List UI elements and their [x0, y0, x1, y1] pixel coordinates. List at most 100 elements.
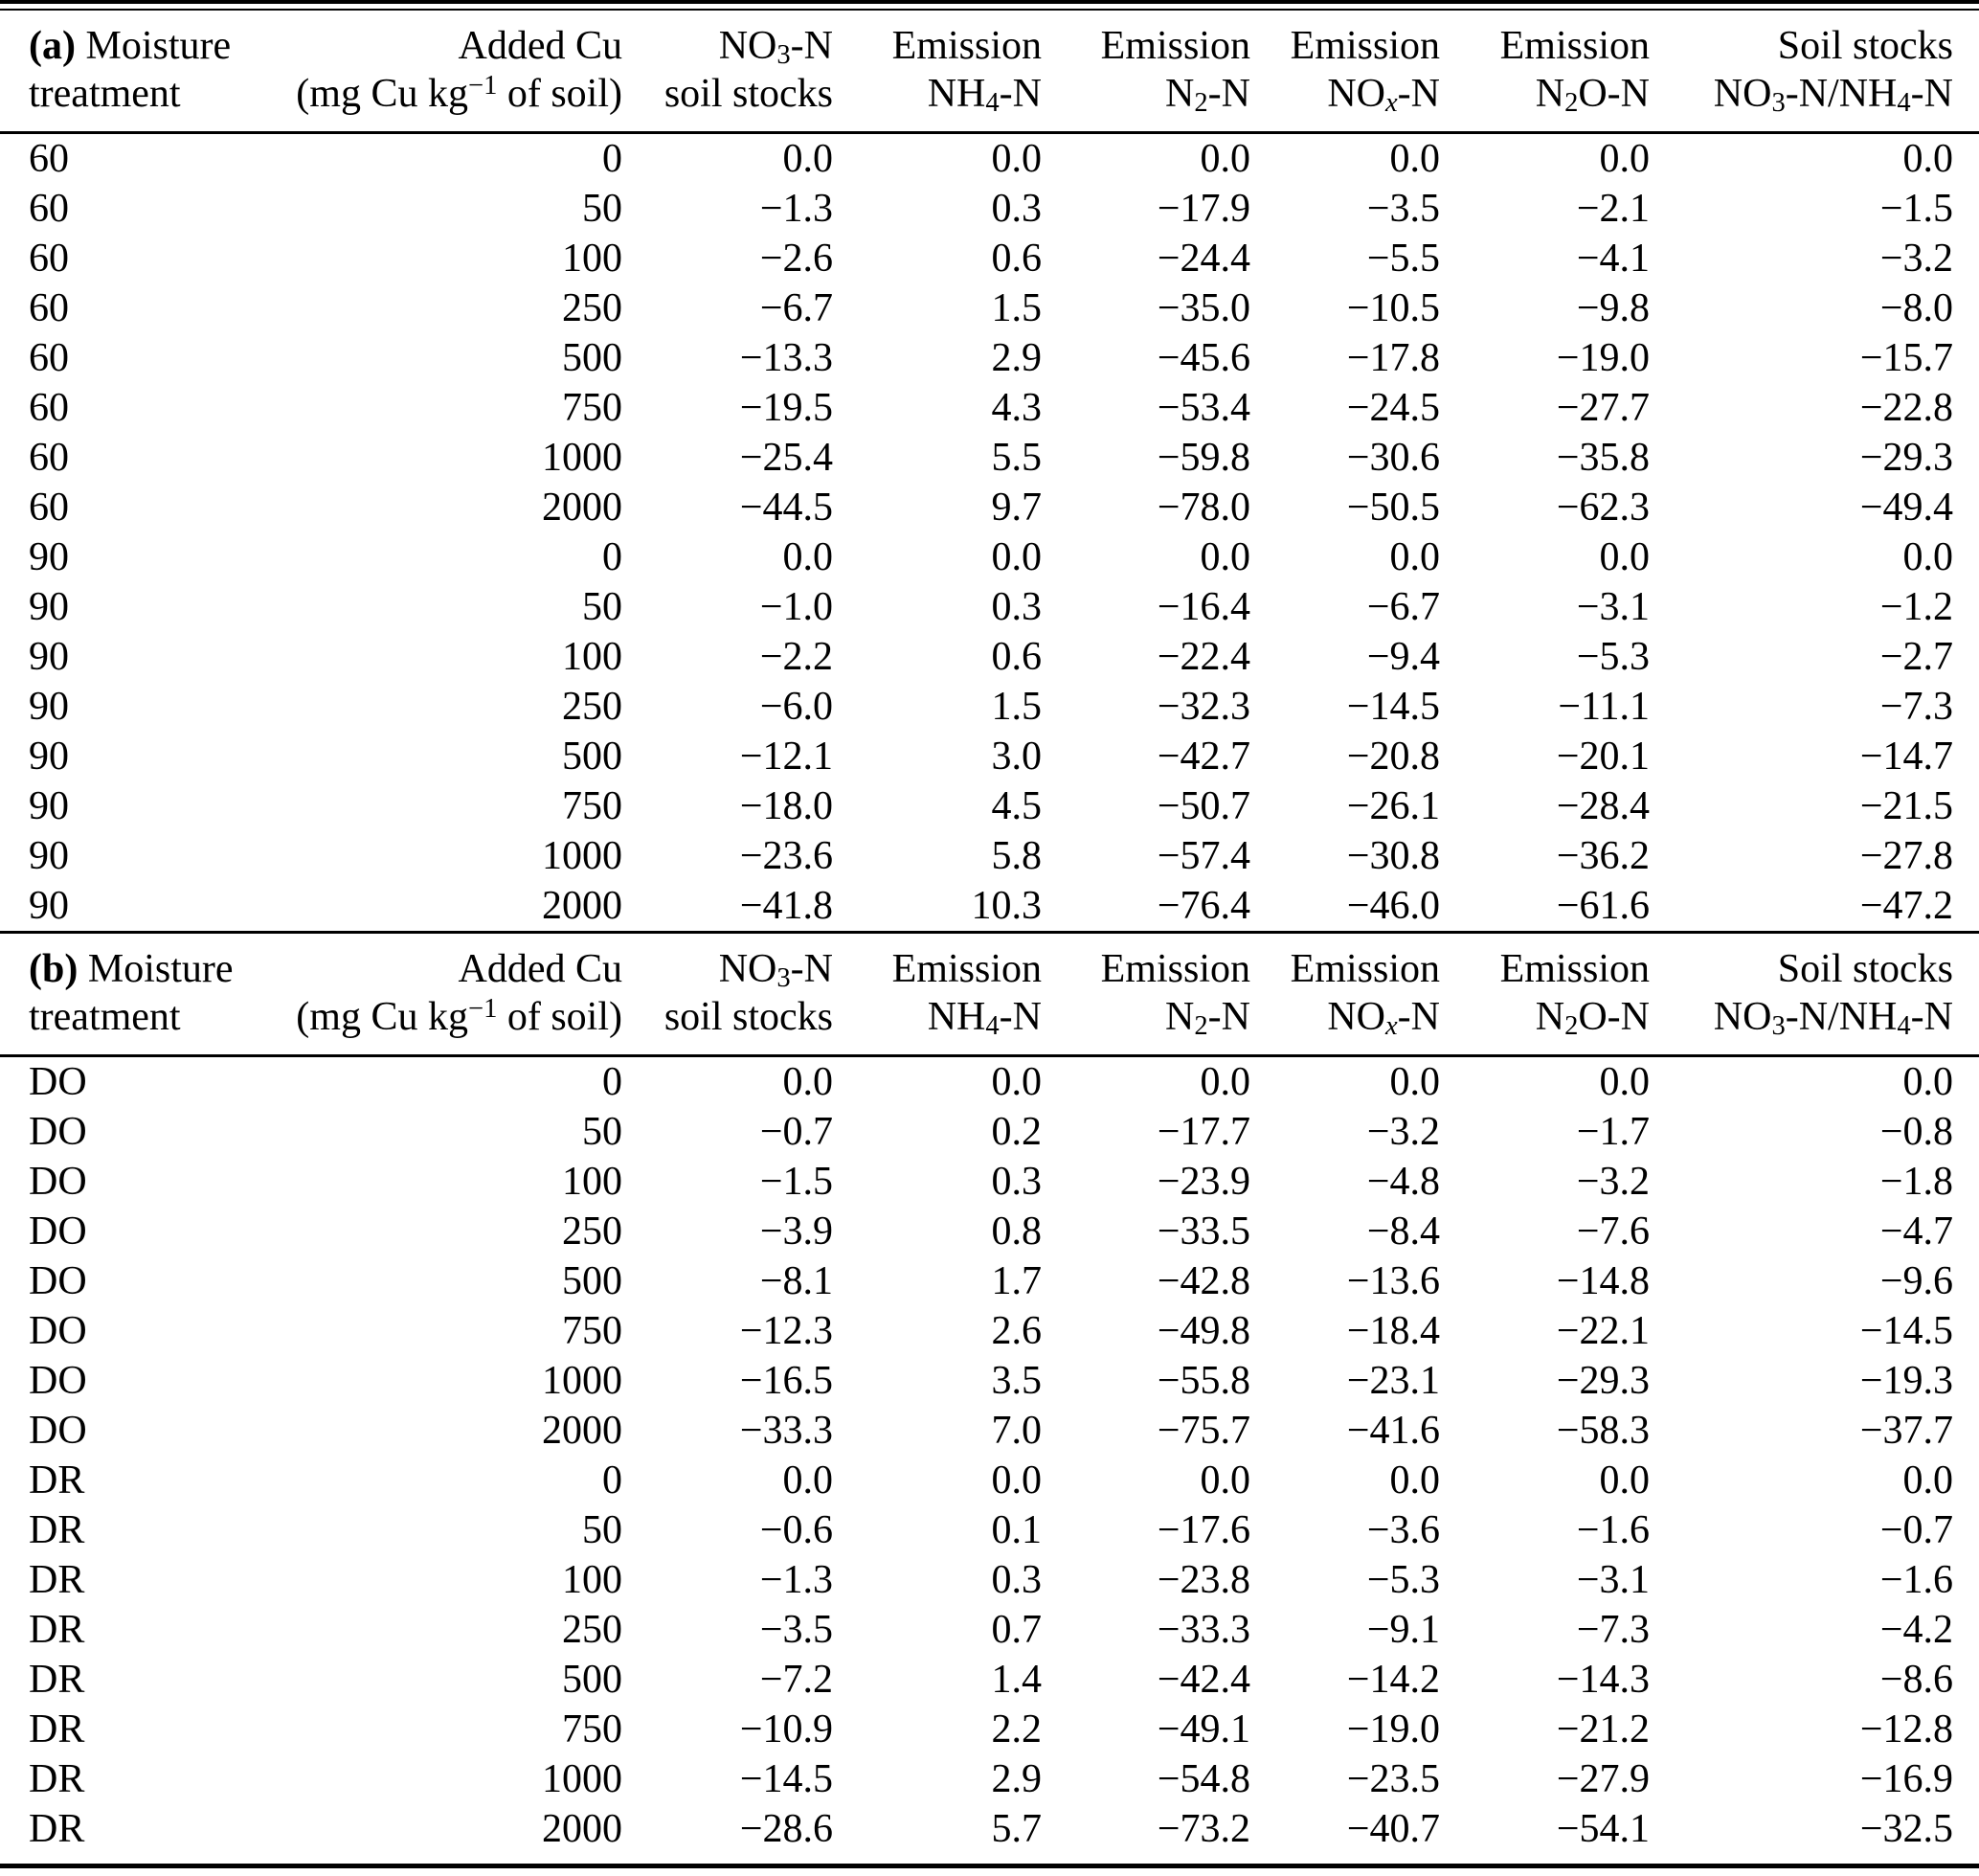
cell: −4.2: [1879, 1608, 1953, 1652]
cell: 60: [29, 237, 69, 281]
col-header-no3-soil-stocks: NO3-N soil stocks: [622, 934, 833, 1057]
cell: 0.6: [991, 237, 1043, 281]
cell: DO: [29, 1259, 87, 1303]
col-header-no3-soil-stocks: NO3-N soil stocks: [622, 11, 833, 134]
cell: DO: [29, 1110, 87, 1154]
cell: 0.8: [991, 1209, 1043, 1254]
cell: 500: [562, 336, 622, 380]
cell: 0.0: [1389, 1060, 1441, 1104]
cell: −3.5: [1366, 187, 1440, 231]
cell: −55.8: [1157, 1359, 1250, 1403]
cell: −24.5: [1346, 386, 1440, 430]
cell: 90: [29, 635, 69, 679]
cell: −22.1: [1556, 1309, 1650, 1353]
cell: −32.5: [1859, 1807, 1953, 1851]
table-row: DR 100 −1.3 0.3 −23.8 −5.3 −3.1 −1.6: [0, 1555, 1979, 1605]
header-line: N2-N: [1165, 72, 1250, 119]
cell: −2.7: [1879, 635, 1953, 679]
table-row: DO 50 −0.7 0.2 −17.7 −3.2 −1.7 −0.8: [0, 1107, 1979, 1157]
cell: −59.8: [1157, 436, 1250, 480]
table-row: 90 2000 −41.8 10.3 −76.4 −46.0 −61.6 −47.2: [0, 881, 1979, 931]
header-line: (b) Moisture: [29, 947, 234, 991]
cell: −17.6: [1157, 1508, 1250, 1552]
table-row: 90 1000 −23.6 5.8 −57.4 −30.8 −36.2 −27.8: [0, 831, 1979, 881]
cell: −16.9: [1859, 1757, 1953, 1801]
header-line: (mg Cu kg−1 of soil): [296, 994, 622, 1039]
cell: 0.0: [1200, 1060, 1251, 1104]
col-header-emission-n2o: Emission N2O-N: [1440, 11, 1650, 134]
header-line: treatment: [29, 72, 181, 116]
cell: −17.7: [1157, 1110, 1250, 1154]
cell: 5.7: [991, 1807, 1043, 1851]
col-header-added-cu: Added Cu (mg Cu kg−1 of soil): [239, 934, 623, 1057]
cell: −14.5: [1346, 685, 1440, 729]
cell: −1.6: [1576, 1508, 1650, 1552]
col-header-emission-n2: Emission N2-N: [1042, 11, 1250, 134]
cell: 60: [29, 386, 69, 430]
cell: −3.5: [759, 1608, 833, 1652]
cell: −25.4: [739, 436, 833, 480]
cell: 7.0: [991, 1409, 1043, 1453]
top-rule-thin: [0, 9, 1979, 11]
cell: −2.1: [1576, 187, 1650, 231]
col-header-emission-nh4: Emission NH4-N: [833, 11, 1042, 134]
cell: −47.2: [1859, 884, 1953, 928]
cell: −3.1: [1576, 1558, 1650, 1602]
header-line: Emission: [1100, 947, 1250, 991]
cell: 4.3: [991, 386, 1043, 430]
table-row: 60 0 0.0 0.0 0.0 0.0 0.0 0.0: [0, 133, 1979, 185]
cell: −0.7: [1879, 1508, 1953, 1552]
header-line: Emission: [1290, 24, 1440, 68]
table-row: 90 100 −2.2 0.6 −22.4 −9.4 −5.3 −2.7: [0, 632, 1979, 682]
cell: −2.2: [759, 635, 833, 679]
table-row: DO 2000 −33.3 7.0 −75.7 −41.6 −58.3 −37.7: [0, 1406, 1979, 1456]
cell: DR: [29, 1558, 85, 1602]
cell: 100: [562, 237, 622, 281]
col-header-soil-stocks-ratio: Soil stocks NO3-N/NH4-N: [1650, 11, 1979, 134]
cell: 250: [562, 1608, 622, 1652]
cell: 60: [29, 436, 69, 480]
header-line: NOx-N: [1327, 72, 1440, 119]
header-line: Added Cu: [458, 947, 623, 991]
cell: 0.0: [1902, 535, 1954, 579]
cell: −1.7: [1576, 1110, 1650, 1154]
table-row: 60 750 −19.5 4.3 −53.4 −24.5 −27.7 −22.8: [0, 383, 1979, 433]
cell: −20.8: [1346, 735, 1440, 779]
cell: −35.8: [1556, 436, 1650, 480]
cell: 750: [562, 386, 622, 430]
cell: 0.0: [782, 137, 834, 181]
cell: −1.8: [1879, 1160, 1953, 1204]
cell: −30.8: [1346, 834, 1440, 878]
cell: −33.3: [739, 1409, 833, 1453]
cell: 1000: [542, 1757, 622, 1801]
cell: −49.4: [1859, 486, 1953, 530]
col-header-emission-nox: Emission NOx-N: [1250, 934, 1440, 1057]
header-line: NOx-N: [1327, 995, 1440, 1042]
table-row: 90 50 −1.0 0.3 −16.4 −6.7 −3.1 −1.2: [0, 582, 1979, 632]
cell: −50.5: [1346, 486, 1440, 530]
header-line: Emission: [1499, 947, 1650, 991]
table-row: DO 1000 −16.5 3.5 −55.8 −23.1 −29.3 −19.3: [0, 1356, 1979, 1406]
cell: 2000: [542, 884, 622, 928]
cell: 250: [562, 1209, 622, 1254]
cell: −13.6: [1346, 1259, 1440, 1303]
cell: −26.1: [1346, 784, 1440, 828]
table-row: DO 250 −3.9 0.8 −33.5 −8.4 −7.6 −4.7: [0, 1207, 1979, 1256]
cell: −16.4: [1157, 585, 1250, 629]
cell: −12.3: [739, 1309, 833, 1353]
cell: 0.7: [991, 1608, 1043, 1652]
cell: 500: [562, 1658, 622, 1702]
cell: −1.5: [1879, 187, 1953, 231]
cell: 50: [582, 1110, 622, 1154]
cell: −3.6: [1366, 1508, 1440, 1552]
cell: −7.6: [1576, 1209, 1650, 1254]
cell: 0.6: [991, 635, 1043, 679]
cell: 750: [562, 1707, 622, 1752]
cell: −41.6: [1346, 1409, 1440, 1453]
cell: 50: [582, 187, 622, 231]
cell: 0.0: [1599, 1060, 1651, 1104]
cell: 0: [602, 1458, 622, 1503]
header-line: NH4-N: [927, 72, 1042, 119]
cell: 1000: [542, 834, 622, 878]
header-line: Emission: [1499, 24, 1650, 68]
